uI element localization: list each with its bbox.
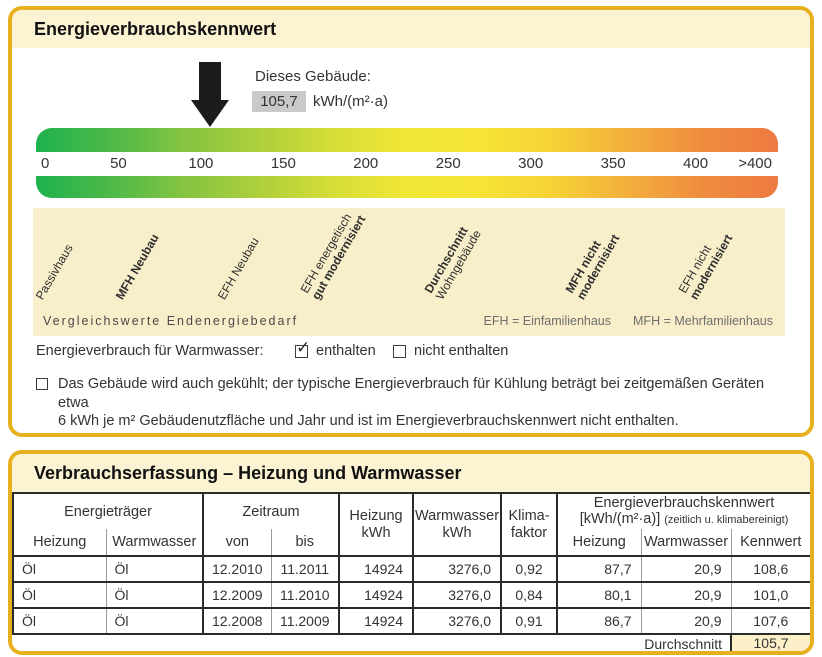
panel2-body: Energieträger Zeitraum Heizung kWh Warmw…	[12, 492, 810, 652]
col-heizung: Heizung	[12, 529, 106, 557]
option-nicht-enthalten: nicht enthalten	[414, 343, 509, 359]
panel1-body: Dieses Gebäude: 105,7 kWh/(m²·a) 0 50 100 1…	[12, 48, 810, 433]
col-kennwert-heizung: Heizung	[556, 529, 642, 557]
table-cell: 12.2010	[202, 556, 272, 583]
band-label: EFH energetisch gut modernisiert	[297, 211, 369, 302]
scale-tick: 250	[435, 155, 461, 172]
scale-tick: 400	[683, 155, 709, 172]
table-cell: 108,6	[730, 556, 810, 583]
table-cell: Öl	[105, 582, 204, 609]
comparison-band: Vergleichswerte Endenergiebedarf EFH = E…	[33, 208, 785, 336]
panel-verbrauchserfassung: Verbrauchserfassung – Heizung und Warmwa…	[8, 450, 814, 655]
average-value: 105,7	[730, 633, 810, 651]
table-cell: Öl	[12, 582, 106, 609]
arrow-zone	[36, 62, 778, 130]
col-klimafaktor: Klima- faktor	[500, 492, 558, 557]
legend-efh: EFH = Einfamilienhaus	[483, 314, 612, 328]
table-cell: Öl	[105, 556, 204, 583]
table-cell: 20,9	[640, 556, 732, 583]
band-caption: Vergleichswerte Endenergiebedarf	[43, 314, 299, 328]
scale-tick: 350	[600, 155, 626, 172]
cooling-note-text: Das Gebäude wird auch gekühlt; der typis…	[58, 376, 765, 429]
table-cell: 20,9	[640, 582, 732, 609]
col-group-zeitraum: Zeitraum	[202, 492, 340, 529]
option-enthalten: enthalten	[316, 343, 376, 359]
band-label: EFH Neubau	[214, 234, 262, 302]
band-label: MFH Neubau	[112, 231, 162, 302]
scale-gradient-bottom	[36, 176, 778, 198]
warmwasser-row: Energieverbrauch für Warmwasser: enthalt…	[12, 339, 810, 365]
table-cell: 0,92	[500, 556, 558, 583]
table-cell: 107,6	[730, 608, 810, 635]
scale-tick: 50	[110, 155, 127, 172]
table-cell: 20,9	[640, 608, 732, 635]
table-cell: 14924	[338, 582, 414, 609]
col-group-energietraeger: Energieträger	[12, 492, 204, 529]
checkbox-unchecked-icon[interactable]	[393, 345, 406, 358]
table-cell: 12.2008	[202, 608, 272, 635]
average-label: Durchschnitt	[644, 635, 723, 652]
page-title: Energieverbrauchskennwert	[12, 10, 810, 48]
checkbox-checked-icon[interactable]	[295, 339, 310, 358]
table-cell: 11.2011	[270, 556, 340, 583]
table-cell: Öl	[12, 556, 106, 583]
table-cell: 101,0	[730, 582, 810, 609]
col-group-kennwert: Energieverbrauchskennwert [kWh/(m²·a)] (…	[556, 492, 810, 529]
col-warmwasser: Warmwasser	[105, 529, 204, 557]
table-cell: Öl	[105, 608, 204, 635]
cooling-note: Das Gebäude wird auch gekühlt; der typis…	[36, 375, 796, 431]
table-cell: 86,7	[556, 608, 642, 635]
band-label: EFH nicht modernisiert	[675, 232, 736, 302]
table-cell: 3276,0	[412, 556, 502, 583]
checkbox-unchecked-icon[interactable]	[36, 378, 48, 390]
panel-energieverbrauchskennwert: Energieverbrauchskennwert Dieses Gebäude…	[8, 6, 814, 437]
scale-axis: 0 50 100 150 200 250 300 350 400 >400	[36, 152, 778, 176]
warmwasser-label: Energieverbrauch für Warmwasser:	[36, 343, 264, 359]
col-bis: bis	[270, 529, 340, 557]
col-kennwert: Kennwert	[730, 529, 810, 557]
table-cell: 11.2009	[270, 608, 340, 635]
table-row: Öl Öl 12.2009 11.2010 14924 3276,0 0,84 80,1 20,…	[12, 582, 810, 609]
table-cell: 0,91	[500, 608, 558, 635]
table-cell: 87,7	[556, 556, 642, 583]
table-title: Verbrauchserfassung – Heizung und Warmwa…	[12, 454, 810, 492]
this-building-value: 105,7	[252, 91, 306, 112]
table-cell: 3276,0	[412, 608, 502, 635]
table-cell: 14924	[338, 556, 414, 583]
this-building-label: Dieses Gebäude:	[255, 68, 371, 85]
legend-mfh: MFH = Mehrfamilienhaus	[633, 314, 773, 328]
energy-scale: 0 50 100 150 200 250 300 350 400 >400	[36, 128, 778, 198]
table-cell: 3276,0	[412, 582, 502, 609]
band-legend: EFH = Einfamilienhaus MFH = Mehrfamilien…	[484, 314, 773, 328]
table-row: Öl Öl 12.2010 11.2011 14924 3276,0 0,92 87,7 20,…	[12, 556, 810, 583]
band-label: Durchschnitt Wohngebäude	[421, 224, 485, 302]
band-label: Passivhaus	[32, 241, 76, 302]
scale-tick: 150	[270, 155, 296, 172]
table-cell: 12.2009	[202, 582, 272, 609]
table-cell: 80,1	[556, 582, 642, 609]
footer-spacer	[13, 634, 557, 651]
scale-tick: 200	[353, 155, 379, 172]
down-arrow-icon	[191, 62, 230, 127]
consumption-table: Energieträger Zeitraum Heizung kWh Warmw…	[12, 492, 810, 652]
scale-tick: 0	[41, 155, 50, 172]
col-von: von	[202, 529, 272, 557]
col-heizung-kwh: Heizung kWh	[338, 492, 414, 557]
col-warmwasser-kwh: Warmwasser kWh	[412, 492, 502, 557]
scale-tick: 300	[518, 155, 544, 172]
table-cell: 11.2010	[270, 582, 340, 609]
scale-tick: 100	[188, 155, 214, 172]
scale-tick: >400	[738, 155, 772, 172]
band-label: MFH nicht modernisiert	[563, 232, 623, 302]
this-building-value-row: 105,7 kWh/(m²·a)	[252, 91, 388, 112]
scale-gradient-top	[36, 128, 778, 152]
table-row: Öl Öl 12.2008 11.2009 14924 3276,0 0,91 86,7 20,…	[12, 608, 810, 635]
table-cell: 14924	[338, 608, 414, 635]
table-cell: Öl	[12, 608, 106, 635]
table-cell: 0,84	[500, 582, 558, 609]
col-kennwert-warmwasser: Warmwasser	[640, 529, 732, 557]
this-building-unit: kWh/(m²·a)	[313, 93, 388, 110]
